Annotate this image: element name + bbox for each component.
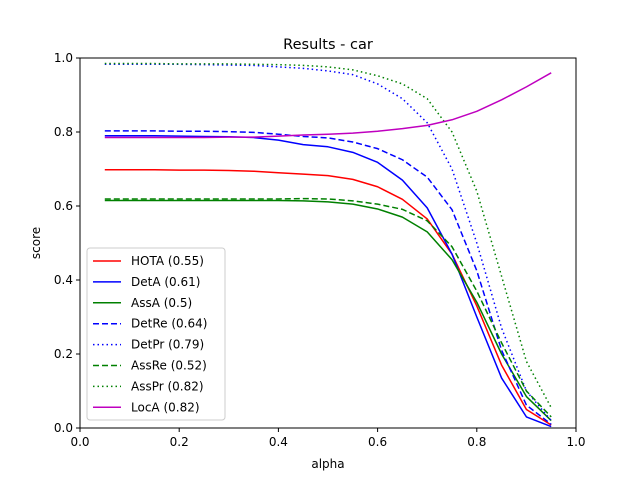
series-line-4 [104,63,552,422]
series-line-3 [104,130,552,425]
y-tick-label: 0.2 [54,347,73,361]
legend-label: LocA (0.82) [131,400,200,414]
y-tick-label: 0.6 [54,199,73,213]
x-axis-ticks: 0.0 0.2 0.4 0.6 0.8 1.0 [70,428,586,449]
y-tick-label: 0.4 [54,273,73,287]
plot-lines [104,62,552,428]
series-line-5 [104,197,552,418]
legend-label: AssPr (0.82) [131,379,204,393]
chart-title: Results - car [283,37,373,53]
legend-label: HOTA (0.55) [131,254,204,268]
legend-box [86,247,226,421]
y-axis-ticks: 0.0 0.2 0.4 0.6 0.8 1.0 [54,51,80,435]
x-tick-label: 0.6 [368,435,387,449]
x-tick-label: 0.8 [467,435,486,449]
series-line-7 [104,72,552,139]
y-tick-label: 0.0 [54,421,73,435]
legend-label: AssA (0.5) [131,296,192,310]
legend-label: DetPr (0.79) [131,338,204,352]
x-tick-label: 0.0 [70,435,89,449]
legend-entries: HOTA (0.55) DetA (0.61) AssA (0.5) DetRe (0… [93,254,207,414]
legend-label: DetRe (0.64) [131,317,207,331]
x-tick-label: 0.4 [269,435,288,449]
series-line-1 [104,134,552,428]
legend: HOTA (0.55) DetA (0.61) AssA (0.5) DetRe (0… [86,247,226,421]
series-line-0 [104,168,552,426]
x-tick-label: 1.0 [566,435,585,449]
series-line-2 [104,199,552,422]
x-axis-title: alpha [311,457,344,471]
x-tick-label: 0.2 [170,435,189,449]
legend-label: DetA (0.61) [131,275,200,289]
plot-frame [79,57,577,429]
y-axis-title: score [29,227,43,259]
y-tick-label: 1.0 [54,51,73,65]
y-tick-label: 0.8 [54,125,73,139]
legend-label: AssRe (0.52) [131,359,207,373]
